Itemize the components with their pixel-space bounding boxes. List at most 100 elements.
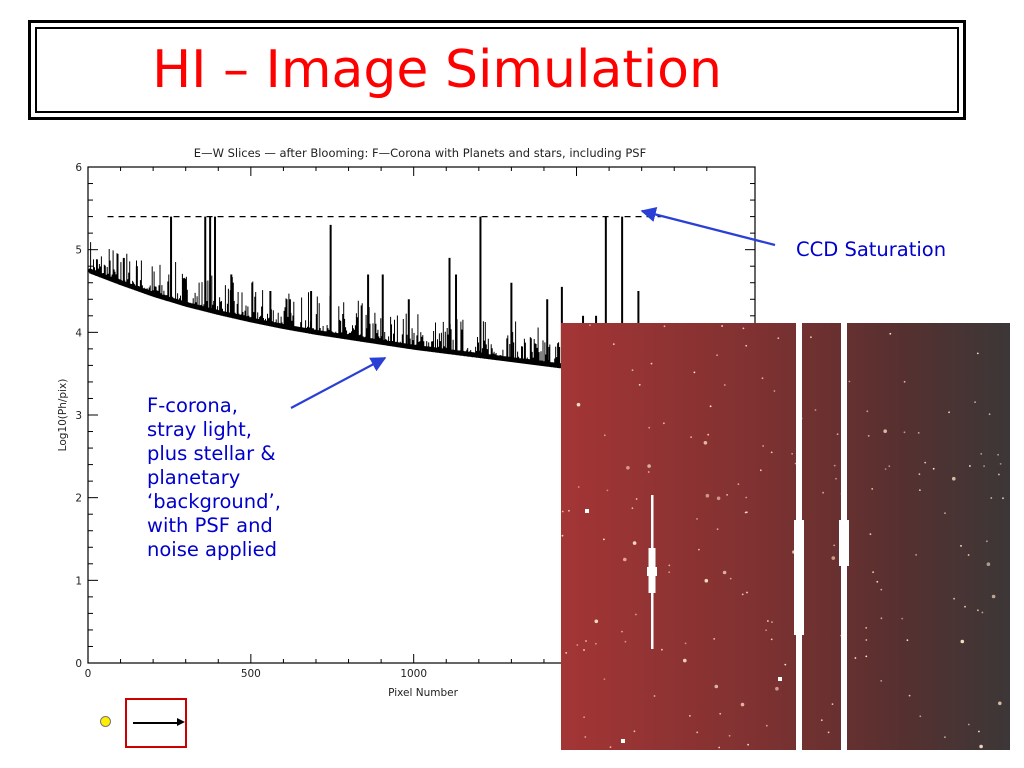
star-point <box>833 464 836 467</box>
star-point <box>684 642 687 645</box>
next-slide-button[interactable] <box>125 698 187 748</box>
star-point <box>565 652 568 654</box>
star-point <box>986 562 991 566</box>
star-point <box>876 580 879 583</box>
bright-star <box>621 739 625 743</box>
star-point <box>647 471 650 473</box>
star-point <box>981 611 984 614</box>
saturation-label: CCD Saturation <box>796 238 947 261</box>
star-point <box>668 564 671 567</box>
star-point <box>633 730 636 733</box>
fcorona-label: F-corona, stray light, plus stellar & pl… <box>147 394 281 561</box>
star-point <box>865 627 868 629</box>
star-point <box>869 533 872 535</box>
star-point <box>621 630 623 633</box>
star-point <box>718 746 721 749</box>
star-point <box>976 352 979 355</box>
star-point <box>903 431 906 434</box>
star-point <box>746 591 748 594</box>
star-point <box>903 380 906 383</box>
star-point <box>584 736 587 738</box>
star-point <box>745 511 748 514</box>
star-point <box>561 534 564 537</box>
star-point <box>650 362 653 365</box>
star-point <box>775 686 779 691</box>
star-point <box>716 496 721 501</box>
star-point <box>948 411 950 414</box>
star-point <box>624 640 627 643</box>
star-point <box>952 476 956 481</box>
star-point <box>668 571 671 574</box>
star-point <box>576 644 579 646</box>
star-point <box>761 377 764 380</box>
star-point <box>978 730 980 733</box>
star-point <box>964 605 966 608</box>
y-tick-label: 0 <box>75 658 82 670</box>
star-point <box>759 469 762 472</box>
star-point <box>865 639 868 641</box>
star-point <box>771 621 773 623</box>
star-point <box>595 642 597 645</box>
star-point <box>603 434 606 437</box>
star-point <box>915 554 917 556</box>
star-point <box>917 432 920 434</box>
star-point <box>631 369 634 372</box>
y-tick-label: 6 <box>75 162 82 174</box>
star-point <box>831 703 834 705</box>
fcorona-arrow <box>290 357 387 409</box>
star-point <box>765 629 767 632</box>
bright-star <box>585 509 589 513</box>
y-tick-label: 2 <box>75 493 82 505</box>
star-point <box>967 554 970 556</box>
star-point <box>696 731 699 734</box>
star-point <box>867 435 870 437</box>
star-point <box>722 570 727 575</box>
star-point <box>719 712 722 715</box>
star-point <box>647 464 651 468</box>
star-point <box>603 678 606 680</box>
star-point <box>983 465 985 467</box>
star-point <box>944 736 946 739</box>
star-point <box>918 473 921 476</box>
x-axis-label: Pixel Number <box>388 687 458 699</box>
star-point <box>745 496 748 499</box>
star-point <box>705 580 708 582</box>
star-point <box>880 617 883 620</box>
star-point <box>960 639 965 644</box>
star-point <box>871 488 874 490</box>
star-point <box>883 429 887 433</box>
star-point <box>726 494 728 496</box>
star-point <box>835 477 837 480</box>
star-point <box>698 548 700 551</box>
star-point <box>583 716 585 719</box>
star-point <box>770 451 773 454</box>
star-point <box>576 402 581 407</box>
star-point <box>742 327 745 330</box>
star-point <box>663 422 665 425</box>
star-point <box>737 483 740 486</box>
y-tick-label: 4 <box>75 327 82 339</box>
star-point <box>740 702 745 707</box>
star-point <box>623 557 627 562</box>
star-point <box>919 715 922 718</box>
star-point <box>635 613 637 616</box>
star-point <box>689 715 691 717</box>
star-point <box>703 441 708 445</box>
star-point <box>612 343 615 345</box>
star-point <box>638 383 641 386</box>
star-point <box>729 577 732 580</box>
callout-arrows <box>290 206 776 409</box>
star-point <box>568 509 570 512</box>
star-point <box>888 465 891 468</box>
star-point <box>632 541 637 545</box>
star-point <box>690 436 692 438</box>
arrow-right-icon <box>133 719 185 725</box>
bloom-core <box>647 567 657 576</box>
y-tick-label: 3 <box>75 410 82 422</box>
star-point <box>635 498 638 500</box>
star-point <box>784 663 787 666</box>
star-point <box>980 453 983 455</box>
star-point <box>833 544 836 547</box>
star-point <box>820 719 823 722</box>
star-point <box>693 371 696 374</box>
